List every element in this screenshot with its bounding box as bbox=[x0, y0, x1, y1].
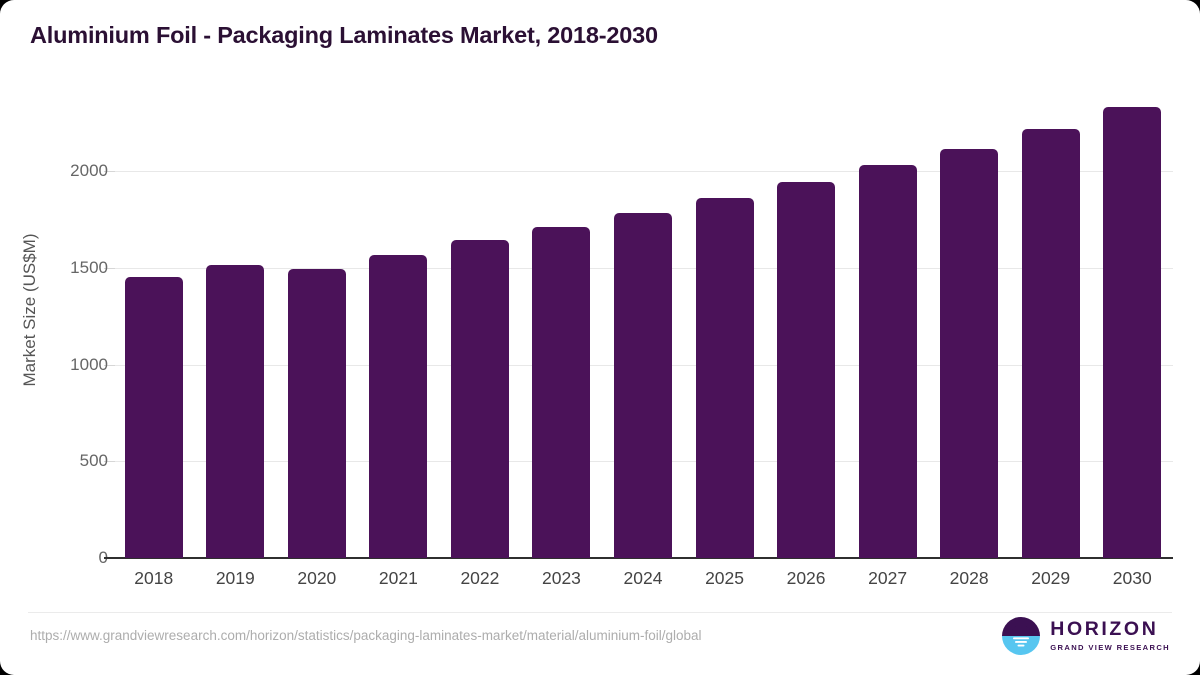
bar-group: 2021 bbox=[358, 0, 440, 588]
bar-group: 2026 bbox=[765, 0, 847, 588]
logo-subtitle: GRAND VIEW RESEARCH bbox=[1050, 642, 1170, 652]
bar[interactable] bbox=[287, 269, 346, 558]
bar[interactable] bbox=[777, 182, 836, 558]
bar[interactable] bbox=[450, 239, 509, 558]
bar[interactable] bbox=[858, 165, 917, 558]
y-axis-tick-label: 1500 bbox=[70, 257, 108, 277]
x-axis-tick-label: 2029 bbox=[1031, 568, 1071, 588]
logo-wordmark: HORIZON bbox=[1050, 618, 1159, 641]
bar-group: 2022 bbox=[439, 0, 521, 588]
bar-group: 2029 bbox=[1010, 0, 1092, 588]
x-axis-tick-label: 2028 bbox=[949, 568, 989, 588]
x-axis-tick-label: 2018 bbox=[134, 568, 174, 588]
bar[interactable] bbox=[369, 255, 428, 558]
x-axis-tick-label: 2027 bbox=[868, 568, 908, 588]
footer-divider bbox=[28, 612, 1172, 613]
bar-group: 2020 bbox=[276, 0, 358, 588]
bar-group: 2023 bbox=[521, 0, 603, 588]
y-axis-tick-labels: 0 500 1000 1500 2000 bbox=[28, 0, 108, 675]
bar[interactable] bbox=[1103, 107, 1162, 558]
y-axis-tick-label: 1000 bbox=[70, 354, 108, 374]
x-axis-tick-label: 2026 bbox=[786, 568, 826, 588]
x-axis-tick-label: 2019 bbox=[215, 568, 255, 588]
bar[interactable] bbox=[124, 277, 183, 558]
bar[interactable] bbox=[940, 148, 999, 558]
x-axis-tick-label: 2024 bbox=[623, 568, 663, 588]
horizon-sunrise-circle-icon bbox=[1001, 616, 1041, 656]
bar-group: 2030 bbox=[1091, 0, 1173, 588]
logo-text-block: HORIZON GRAND VIEW RESEARCH bbox=[1050, 620, 1170, 651]
y-axis-tick-label: 2000 bbox=[70, 161, 108, 180]
horizon-logo[interactable]: HORIZON GRAND VIEW RESEARCH bbox=[1001, 616, 1170, 656]
x-axis-tick-label: 2030 bbox=[1112, 568, 1152, 588]
y-axis-tickmark bbox=[104, 267, 115, 269]
x-axis-tick-label: 2021 bbox=[378, 568, 418, 588]
bars-group: 2018 2019 2020 2021 2022 2023 2024 2025 2026 2027… bbox=[113, 0, 1173, 675]
bar-group: 2025 bbox=[684, 0, 766, 588]
bar[interactable] bbox=[206, 264, 265, 558]
bar-group: 2028 bbox=[928, 0, 1010, 588]
x-axis-tick-label: 2022 bbox=[460, 568, 500, 588]
bar-group: 2018 bbox=[113, 0, 195, 588]
page-title: Aluminium Foil - Packaging Laminates Mar… bbox=[30, 22, 658, 48]
x-axis-tick-label: 2023 bbox=[541, 568, 581, 588]
bar[interactable] bbox=[532, 226, 591, 558]
bar-group: 2024 bbox=[602, 0, 684, 588]
x-axis-tick-label: 2020 bbox=[297, 568, 337, 588]
bar[interactable] bbox=[1021, 129, 1080, 558]
bar[interactable] bbox=[613, 212, 672, 558]
x-axis-tick-label: 2025 bbox=[705, 568, 744, 588]
y-axis-tickmark bbox=[104, 171, 115, 172]
source-url-link[interactable]: https://www.grandviewresearch.com/horizo… bbox=[30, 628, 702, 643]
bar-group: 2027 bbox=[847, 0, 929, 588]
bar[interactable] bbox=[695, 198, 754, 558]
y-axis-tickmark bbox=[104, 364, 115, 366]
y-axis-tick-label: 500 bbox=[79, 451, 108, 471]
bar-group: 2019 bbox=[195, 0, 277, 588]
x-axis-line bbox=[104, 557, 1173, 559]
gridline bbox=[113, 171, 1173, 172]
y-axis-tick-label: 0 bbox=[38, 548, 108, 568]
y-axis-tickmark bbox=[104, 461, 115, 463]
